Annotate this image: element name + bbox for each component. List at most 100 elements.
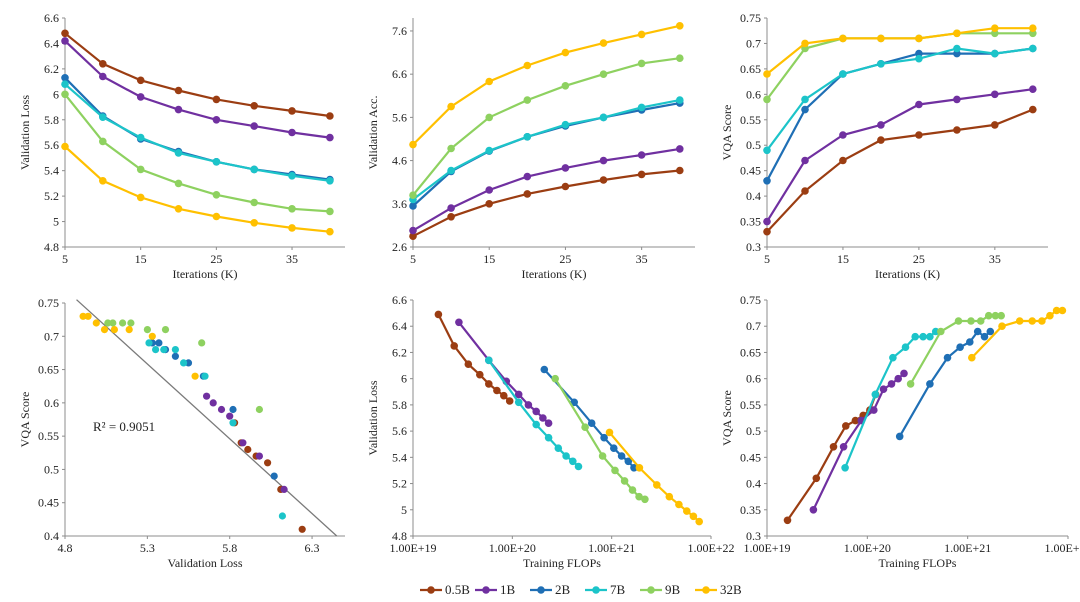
data-point (191, 372, 199, 380)
series-line-0.5B (64, 32, 331, 118)
trendline (76, 299, 338, 537)
y-tick-label: 0.6 (746, 87, 761, 101)
x-tick-label: 4.8 (58, 541, 73, 555)
data-point (326, 133, 334, 142)
data-point (915, 54, 923, 63)
x-tick-label: 5 (764, 252, 770, 266)
data-point (561, 48, 570, 57)
data-point (198, 339, 206, 347)
data-point (620, 477, 629, 485)
data-point (926, 332, 934, 341)
y-tick-label: 4.8 (392, 529, 407, 543)
data-point (174, 149, 183, 157)
data-point (1058, 306, 1067, 315)
y-tick-label: 5.6 (392, 424, 407, 438)
data-point (155, 339, 163, 347)
data-point (239, 439, 247, 447)
data-point (839, 443, 848, 451)
series-32B (605, 428, 703, 526)
data-point (870, 406, 878, 414)
data-point (809, 506, 818, 514)
data-point (255, 452, 263, 460)
y-tick-label: 7.6 (392, 24, 407, 38)
data-point (617, 452, 626, 460)
data-point (455, 318, 463, 327)
series-7B (61, 80, 334, 185)
x-tick-label: 1.00E+19 (389, 541, 436, 555)
x-tick-label: 25 (210, 252, 222, 266)
data-point (991, 90, 999, 99)
y-tick-label: 5.8 (392, 398, 407, 412)
y-tick-label: 0.35 (740, 503, 761, 517)
data-point (226, 412, 234, 420)
series-line-1B (766, 88, 1033, 223)
legend-swatch-marker (647, 586, 655, 594)
data-point (635, 464, 644, 472)
data-point (980, 332, 989, 341)
y-tick-label: 0.75 (740, 11, 761, 25)
y-tick-label: 5.4 (44, 164, 59, 178)
data-point (561, 164, 570, 172)
y-tick-label: 6 (401, 372, 407, 386)
data-point (976, 317, 985, 325)
data-point (887, 380, 896, 388)
data-point (326, 112, 334, 120)
data-point (203, 392, 211, 400)
data-point (447, 144, 455, 153)
y-tick-label: 6.2 (44, 62, 59, 76)
series-0.5B (231, 419, 306, 533)
x-axis-title: Iterations (K) (173, 267, 238, 281)
data-point (99, 137, 107, 146)
data-point (61, 80, 69, 88)
legend-entry-2B: 2B (530, 582, 571, 597)
data-point (986, 327, 995, 336)
series-line-2B (64, 77, 331, 181)
y-tick-label: 0.55 (740, 113, 761, 127)
series-32B (763, 24, 1037, 78)
data-point (561, 120, 570, 129)
data-point (326, 177, 334, 185)
y-tick-label: 4.6 (392, 154, 407, 168)
data-point (278, 512, 286, 520)
data-point (675, 500, 683, 509)
series-line-1B (412, 147, 680, 232)
y-tick-label: 6.4 (392, 319, 407, 333)
data-point (839, 34, 847, 43)
data-point (569, 457, 577, 466)
data-point (523, 96, 532, 104)
y-tick-label: 0.6 (44, 396, 59, 410)
data-point (599, 39, 608, 47)
y-tick-label: 5.4 (392, 450, 407, 464)
data-point (171, 346, 179, 354)
data-point (500, 391, 508, 400)
data-point (127, 319, 135, 327)
data-point (637, 30, 646, 39)
legend-label: 7B (610, 582, 626, 597)
series-0.5B (61, 29, 334, 120)
series-0.5B (783, 390, 880, 525)
data-point (562, 452, 570, 460)
series-7B (145, 339, 286, 520)
series-line-7B (412, 99, 681, 201)
data-point (676, 54, 684, 62)
data-point (61, 142, 69, 151)
data-point (877, 136, 885, 144)
data-point (676, 145, 684, 153)
data-point (99, 113, 107, 121)
data-point (889, 353, 897, 362)
data-point (665, 492, 674, 501)
y-axis-title: Validation Acc. (366, 96, 380, 170)
data-point (493, 386, 501, 395)
series-line-7B (844, 330, 937, 469)
y-tick-label: 0.4 (44, 529, 59, 543)
x-tick-label: 5.8 (222, 541, 237, 555)
data-point (100, 326, 109, 334)
data-point (476, 370, 484, 379)
data-point (532, 407, 540, 416)
data-point (561, 82, 570, 90)
data-point (514, 398, 523, 407)
data-point (551, 374, 559, 383)
data-point (264, 459, 272, 467)
data-point (99, 177, 107, 185)
data-point (174, 205, 183, 213)
